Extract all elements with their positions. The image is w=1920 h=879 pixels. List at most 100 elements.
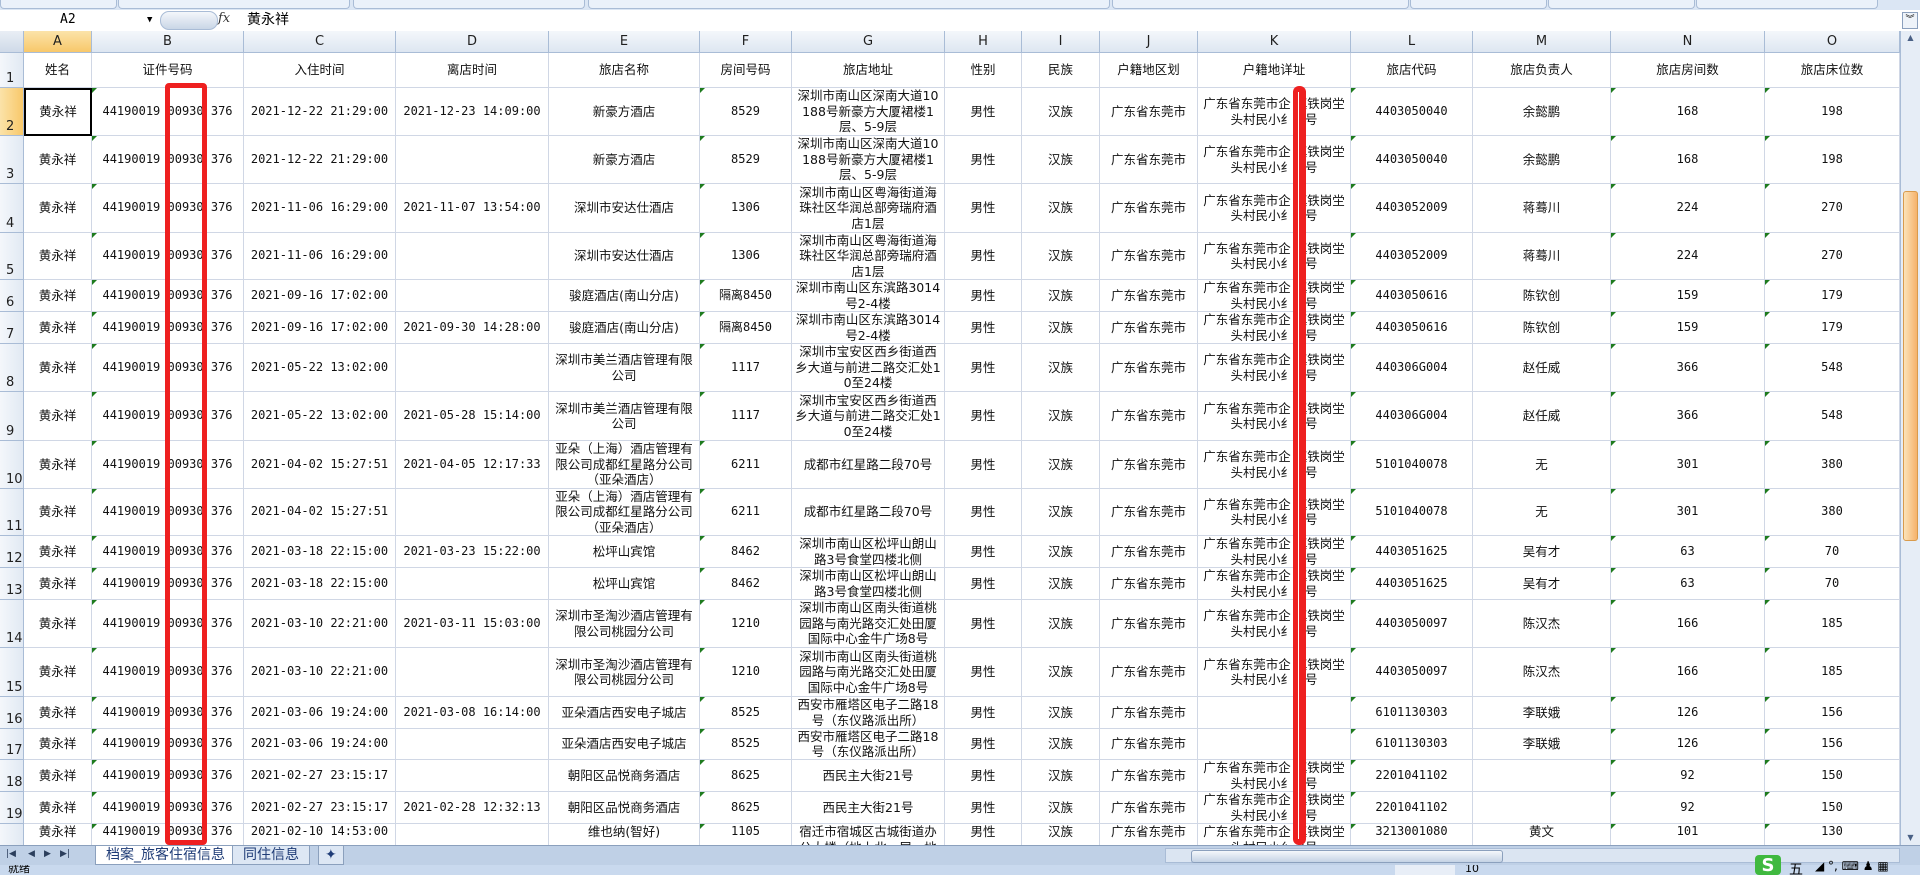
column-header-E[interactable]: E: [549, 31, 700, 53]
table-cell[interactable]: 男性: [945, 136, 1022, 184]
table-cell[interactable]: 男性: [945, 88, 1022, 136]
table-cell[interactable]: 男性: [945, 792, 1022, 824]
table-cell[interactable]: [396, 648, 549, 697]
table-cell[interactable]: 黄永祥: [24, 392, 92, 441]
table-cell[interactable]: [396, 568, 549, 600]
table-cell[interactable]: 汉族: [1022, 233, 1100, 280]
table-cell[interactable]: 深圳市南山区松坪山朗山路3号食堂四楼北侧: [792, 536, 945, 568]
table-cell[interactable]: 广东省东莞市: [1100, 792, 1198, 824]
header-cell[interactable]: 旅店地址: [792, 53, 945, 88]
table-cell[interactable]: 隔离8450: [700, 312, 792, 344]
table-cell[interactable]: 301: [1611, 489, 1765, 536]
table-cell[interactable]: 6101130303: [1351, 729, 1473, 760]
table-cell[interactable]: 广东省东莞市企 镇铁岗坣头村民小纟 0号: [1198, 792, 1351, 824]
expand-formula-bar-icon[interactable]: ︾: [1902, 12, 1918, 29]
table-cell[interactable]: 广东省东莞市: [1100, 280, 1198, 312]
table-cell[interactable]: 2021-11-07 13:54:00: [396, 184, 549, 233]
table-cell[interactable]: 成都市红星路二段70号: [792, 441, 945, 489]
header-cell[interactable]: 旅店负责人: [1473, 53, 1611, 88]
table-cell[interactable]: 深圳市南山区粤海街道海珠社区华润总部旁瑞府酒店1层: [792, 233, 945, 280]
table-cell[interactable]: 8462: [700, 568, 792, 600]
table-cell[interactable]: 余懿鹏: [1473, 88, 1611, 136]
table-cell[interactable]: 松坪山宾馆: [549, 536, 700, 568]
table-cell[interactable]: 广东省东莞市企 镇铁岗坣头村民小纟 0号: [1198, 600, 1351, 648]
table-cell[interactable]: 黄永祥: [24, 344, 92, 392]
row-header-5[interactable]: 5: [0, 233, 24, 280]
table-cell[interactable]: 2021-11-06 16:29:00: [244, 233, 396, 280]
table-cell[interactable]: 44190019 00930 376: [92, 312, 244, 344]
table-cell[interactable]: 2021-12-22 21:29:00: [244, 136, 396, 184]
table-cell[interactable]: 广东省东莞市: [1100, 184, 1198, 233]
prev-sheet-icon[interactable]: ◀: [28, 849, 35, 859]
table-cell[interactable]: 广东省东莞市: [1100, 233, 1198, 280]
table-cell[interactable]: 黄永祥: [24, 568, 92, 600]
table-cell[interactable]: 陈钦创: [1473, 280, 1611, 312]
table-cell[interactable]: 深圳市南山区深南大道10188号新豪方大厦裙楼1层、5-9层: [792, 136, 945, 184]
table-cell[interactable]: 126: [1611, 697, 1765, 729]
ribbon-button[interactable]: [0, 0, 117, 9]
table-cell[interactable]: 汉族: [1022, 824, 1100, 845]
table-cell[interactable]: 2021-03-18 22:15:00: [244, 536, 396, 568]
header-cell[interactable]: 户籍地区划: [1100, 53, 1198, 88]
table-cell[interactable]: 广东省东莞市: [1100, 88, 1198, 136]
table-cell[interactable]: 8462: [700, 536, 792, 568]
table-cell[interactable]: 440306G004: [1351, 392, 1473, 441]
row-header-14[interactable]: 14: [0, 600, 24, 648]
table-cell[interactable]: 8525: [700, 697, 792, 729]
row-header-3[interactable]: 3: [0, 136, 24, 184]
table-cell[interactable]: 余懿鹏: [1473, 136, 1611, 184]
column-header-C[interactable]: C: [244, 31, 396, 53]
table-cell[interactable]: 4403050097: [1351, 648, 1473, 697]
table-cell[interactable]: 深圳市南山区东滨路3014号2-4楼: [792, 312, 945, 344]
table-cell[interactable]: 2021-02-10 14:53:00: [244, 824, 396, 845]
table-cell[interactable]: 8529: [700, 88, 792, 136]
ribbon-button[interactable]: [1696, 0, 1878, 9]
table-cell[interactable]: 汉族: [1022, 536, 1100, 568]
table-cell[interactable]: 陈汉杰: [1473, 648, 1611, 697]
table-cell[interactable]: 汉族: [1022, 648, 1100, 697]
table-cell[interactable]: 44190019 00930 376: [92, 792, 244, 824]
table-cell[interactable]: [1198, 697, 1351, 729]
table-cell[interactable]: 男性: [945, 344, 1022, 392]
table-cell[interactable]: 男性: [945, 233, 1022, 280]
table-cell[interactable]: 4403051625: [1351, 536, 1473, 568]
table-cell[interactable]: 5101040078: [1351, 489, 1473, 536]
table-cell[interactable]: 汉族: [1022, 568, 1100, 600]
table-cell[interactable]: 朝阳区品悦商务酒店: [549, 760, 700, 792]
table-cell[interactable]: 汉族: [1022, 88, 1100, 136]
table-cell[interactable]: 男性: [945, 441, 1022, 489]
table-cell[interactable]: 8529: [700, 136, 792, 184]
table-cell[interactable]: [1198, 729, 1351, 760]
table-cell[interactable]: 2021-03-10 22:21:00: [244, 600, 396, 648]
header-cell[interactable]: 房间号码: [700, 53, 792, 88]
table-cell[interactable]: 2201041102: [1351, 760, 1473, 792]
table-cell[interactable]: 2021-03-18 22:15:00: [244, 568, 396, 600]
table-cell[interactable]: 汉族: [1022, 729, 1100, 760]
column-header-A[interactable]: A: [24, 31, 92, 53]
table-cell[interactable]: 185: [1765, 600, 1900, 648]
table-cell[interactable]: 198: [1765, 136, 1900, 184]
column-header-O[interactable]: O: [1765, 31, 1900, 53]
table-cell[interactable]: [396, 729, 549, 760]
table-cell[interactable]: 松坪山宾馆: [549, 568, 700, 600]
table-cell[interactable]: 男性: [945, 760, 1022, 792]
table-cell[interactable]: 380: [1765, 441, 1900, 489]
table-cell[interactable]: 2021-02-27 23:15:17: [244, 792, 396, 824]
header-cell[interactable]: 证件号码: [92, 53, 244, 88]
table-cell[interactable]: 2021-05-22 13:02:00: [244, 392, 396, 441]
row-header-18[interactable]: 18: [0, 760, 24, 792]
sheet-tab-archive[interactable]: 档案_旅客住宿信息: [95, 846, 236, 865]
row-header-15[interactable]: 15: [0, 648, 24, 697]
table-cell[interactable]: 广东省东莞市: [1100, 136, 1198, 184]
table-cell[interactable]: 广东省东莞市: [1100, 392, 1198, 441]
table-cell[interactable]: 西安市雁塔区电子二路18号（东仪路派出所）: [792, 697, 945, 729]
table-cell[interactable]: 4403051625: [1351, 568, 1473, 600]
table-cell[interactable]: 63: [1611, 568, 1765, 600]
table-cell[interactable]: 广东省东莞市企 镇铁岗坣头村民小纟 0号: [1198, 136, 1351, 184]
table-cell[interactable]: 4403050616: [1351, 312, 1473, 344]
table-cell[interactable]: 366: [1611, 392, 1765, 441]
table-cell[interactable]: 44190019 00930 376: [92, 344, 244, 392]
table-cell[interactable]: 166: [1611, 600, 1765, 648]
table-cell[interactable]: 44190019 00930 376: [92, 489, 244, 536]
row-header-4[interactable]: 4: [0, 184, 24, 233]
